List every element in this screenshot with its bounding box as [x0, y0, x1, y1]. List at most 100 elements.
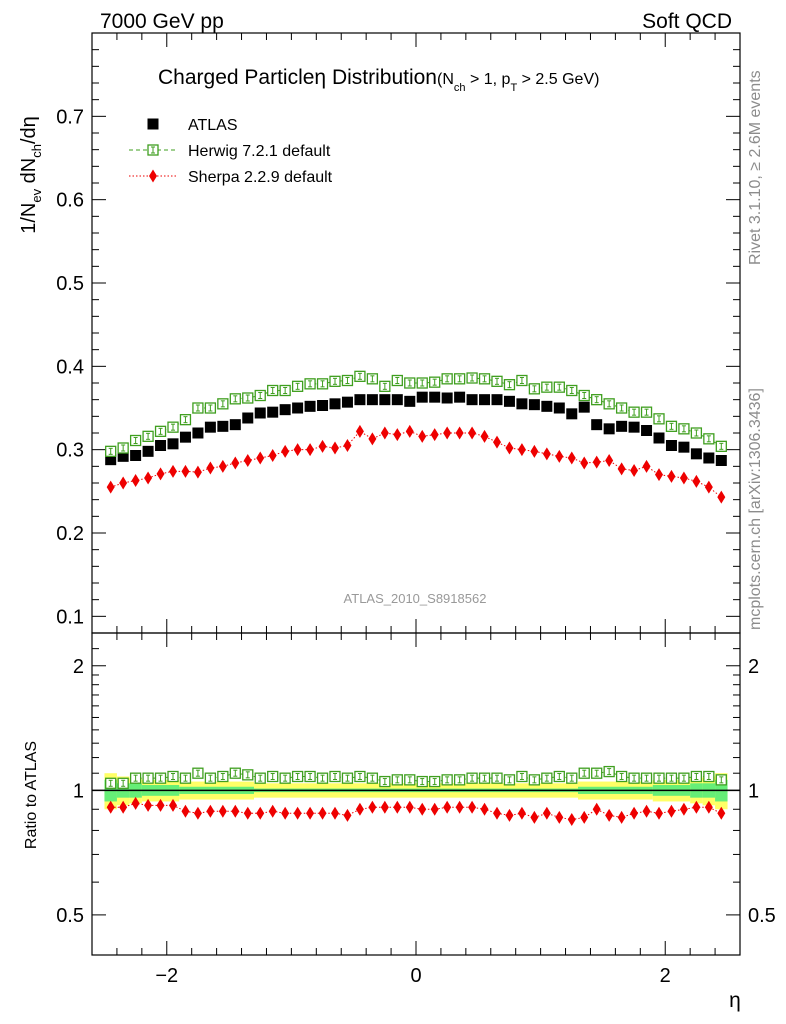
atlas-point [304, 400, 316, 412]
herwig-point [129, 434, 142, 447]
herwig-point [316, 378, 329, 390]
ratio-herwig-point [453, 774, 466, 786]
sherpa-point [605, 454, 614, 467]
sherpa-point [243, 454, 252, 467]
atlas-point [229, 419, 241, 431]
ratio-herwig-point [429, 775, 441, 788]
sherpa-point [617, 462, 626, 476]
ratio-herwig-point [690, 770, 703, 783]
ratio-series-herwig [105, 765, 727, 789]
herwig-point [167, 421, 179, 433]
atlas-point [591, 419, 603, 431]
atlas-point [491, 394, 503, 406]
sherpa-point [256, 451, 265, 465]
atlas-point [528, 399, 540, 411]
ratio-sherpa-point [393, 800, 402, 814]
ratio-sherpa-point [106, 800, 115, 814]
sherpa-point [268, 449, 277, 462]
ratio-sherpa-point [355, 802, 364, 816]
x-tick-label: 0 [410, 965, 421, 987]
ratio-herwig-point [179, 772, 192, 784]
ratio-herwig-point [715, 774, 727, 786]
y-tick-label: 0.6 [56, 190, 84, 212]
legend-entry: Herwig 7.2.1 default [129, 143, 331, 160]
atlas-point [616, 420, 628, 432]
herwig-point [603, 398, 615, 410]
ratio-sherpa-point [480, 802, 489, 816]
ratio-herwig-point [279, 772, 291, 784]
sherpa-point [704, 480, 713, 494]
ratio-sherpa-point [567, 813, 576, 827]
atlas-point [267, 406, 279, 418]
sherpa-point [692, 474, 701, 488]
ratio-y-tick-label-right: 0.5 [748, 905, 776, 927]
atlas-point [217, 420, 229, 432]
axes: 0.1 0.2 0.3 0.4 0.5 0.6 0.7 −2 0 2 0.5 0.5 1 1 2 2 [56, 32, 776, 987]
sherpa-point [542, 447, 551, 461]
plot-title-cuts-mid: > 1, p [466, 71, 511, 88]
atlas-point [142, 445, 154, 457]
sherpa-point [455, 426, 464, 440]
ratio-sherpa-point [144, 798, 153, 812]
herwig-point [291, 380, 304, 392]
herwig-point [279, 384, 291, 397]
ratio-sherpa-point [679, 802, 688, 816]
ratio-sherpa-point [181, 804, 190, 818]
atlas-point [641, 425, 653, 436]
herwig-point [117, 442, 129, 454]
sherpa-point [119, 476, 128, 490]
ratio-sherpa-point [642, 804, 651, 818]
header-left-text: 7000 GeV pp [100, 10, 224, 33]
ratio-sherpa-point [218, 804, 227, 818]
sherpa-point [181, 464, 190, 478]
ratio-herwig-point [503, 774, 516, 786]
ratio-sherpa-point [630, 806, 639, 820]
ratio-herwig-point [204, 772, 217, 784]
herwig-point [615, 402, 628, 414]
herwig-point [254, 389, 266, 402]
ratio-sherpa-point [455, 800, 464, 814]
ratio-sherpa-point [380, 800, 389, 814]
sherpa-point [567, 451, 576, 465]
sherpa-point [144, 471, 153, 485]
ratio-herwig-point [491, 772, 503, 784]
legend-marker-herwig [147, 144, 159, 156]
herwig-point [217, 398, 229, 410]
herwig-point [242, 392, 254, 404]
sherpa-point [355, 424, 364, 438]
ratio-sherpa-point [692, 800, 701, 814]
sherpa-point [306, 443, 315, 457]
herwig-point [391, 374, 403, 387]
sherpa-point [393, 428, 402, 442]
atlas-point [665, 440, 677, 451]
ratio-sherpa-point [555, 810, 564, 824]
y-tick-label: 0.7 [56, 106, 84, 128]
ratio-sherpa-point [156, 798, 165, 812]
series-layer [105, 370, 727, 827]
y-axis-label-ratio: Ratio to ATLAS [23, 741, 40, 849]
atlas-point [279, 404, 291, 416]
sherpa-point [505, 441, 514, 455]
ratio-y-tick-label-right: 2 [748, 656, 759, 678]
herwig-point [354, 370, 366, 382]
ratio-herwig-point [653, 772, 665, 784]
ratio-herwig-point [615, 770, 628, 783]
herwig-point [665, 420, 678, 432]
herwig-point [453, 373, 466, 385]
ratio-y-tick-label: 2 [73, 656, 84, 678]
atlas-point [553, 402, 565, 414]
sherpa-point [106, 480, 115, 494]
herwig-point [690, 427, 703, 439]
ratio-sherpa-point [704, 800, 713, 814]
herwig-point [204, 402, 217, 414]
herwig-point [341, 374, 354, 387]
ylabel-part-3: /dη [18, 116, 40, 144]
atlas-point [703, 452, 715, 464]
sherpa-point [592, 455, 601, 469]
atlas-point [130, 450, 142, 461]
ratio-sherpa-point [293, 806, 302, 820]
ratio-series-sherpa [106, 796, 726, 827]
sherpa-point [642, 459, 651, 473]
atlas-point [603, 423, 615, 435]
plot-title: Charged Particleη Distribution(Nch > 1, … [158, 66, 599, 94]
